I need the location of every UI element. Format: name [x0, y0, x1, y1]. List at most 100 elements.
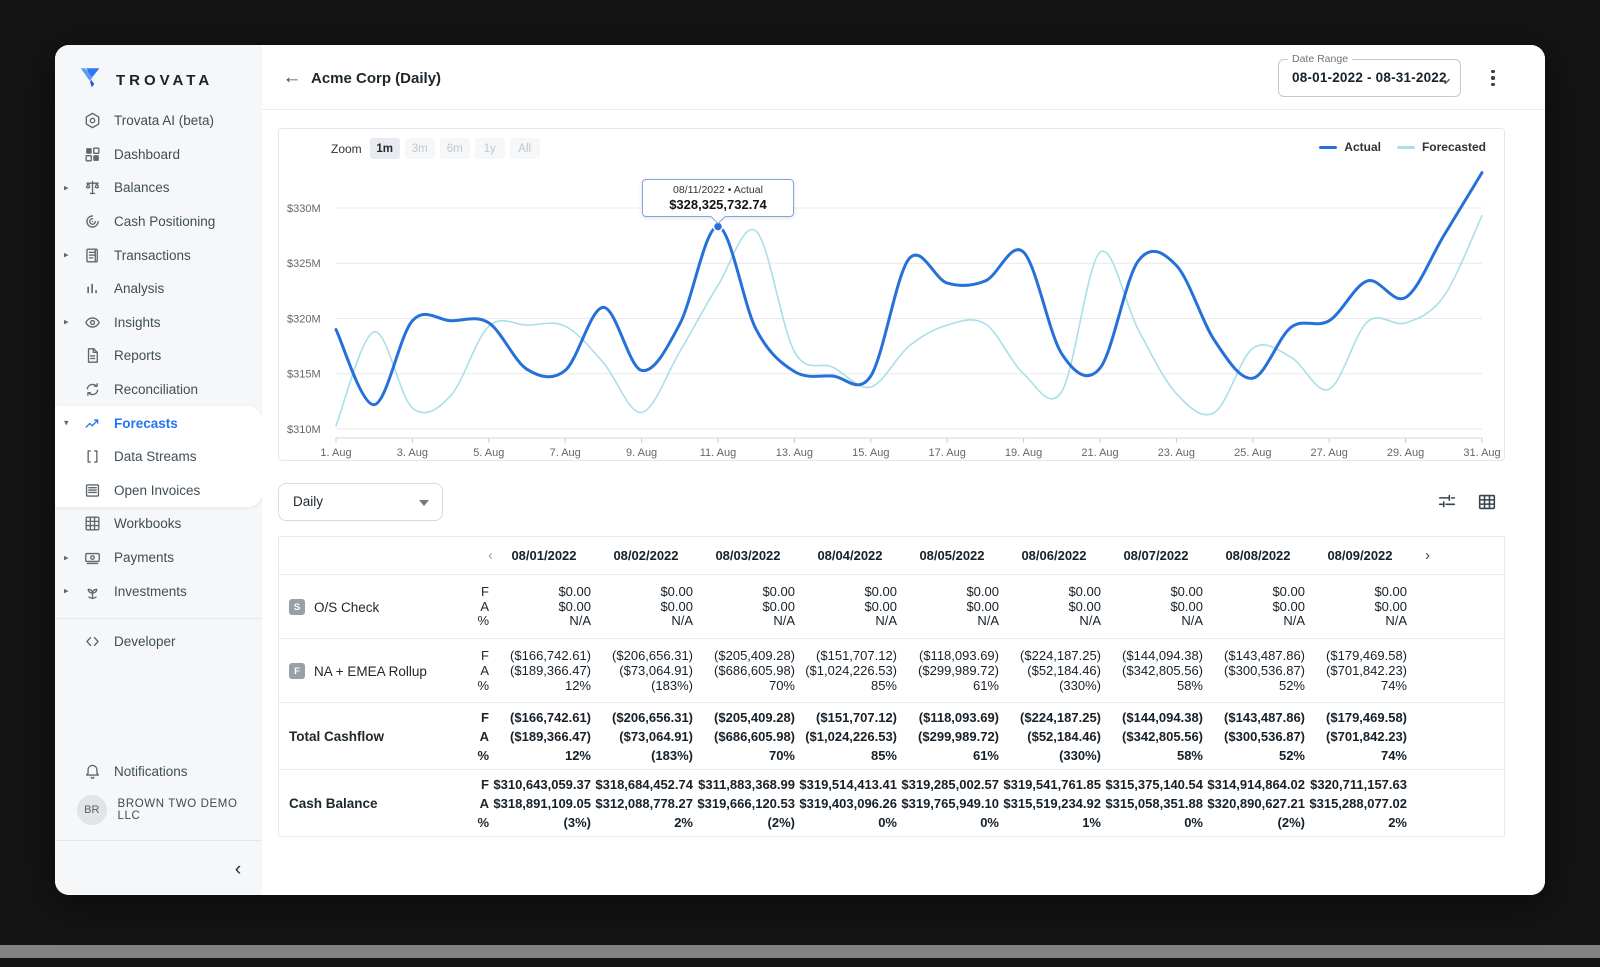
sidebar-collapse-button[interactable]: ‹ [234, 859, 242, 880]
row-group-label[interactable]: F NA + EMEA Rollup [279, 649, 461, 693]
chevron-right-icon[interactable]: ▸ [64, 182, 69, 193]
table-row-group-total-cashflow: Total Cashflow F ($166,742.61) ($206,656.31… [279, 703, 1504, 771]
x-axis-label: 5. Aug [473, 447, 504, 459]
filter-settings-icon[interactable] [1434, 489, 1460, 515]
table-cell: $319,514,413.41 [799, 777, 897, 793]
sidebar-item-label: Notifications [114, 764, 188, 780]
table-cell: ($1,024,226.53) [805, 729, 897, 745]
zoom-button-all[interactable]: All [509, 138, 540, 159]
table-cell: $310,643,059.37 [493, 777, 591, 793]
cash-positioning-icon [83, 212, 102, 231]
table-cell: N/A [1181, 613, 1203, 629]
sidebar-item-label: Dashboard [114, 146, 181, 162]
table-cell: $0.00 [660, 598, 693, 614]
row-group-label[interactable]: Cash Balance [289, 796, 378, 812]
sidebar-item-cash-positioning[interactable]: Cash Positioning [55, 205, 262, 239]
sidebar-item-trovata-ai-beta[interactable]: Trovata AI (beta) [55, 104, 262, 138]
sidebar-nav: Trovata AI (beta) Dashboard ▸ Balances Cash … [55, 104, 262, 608]
table-cell: $0.00 [1272, 598, 1305, 614]
x-axis-label: 31. Aug [1463, 447, 1500, 459]
chevron-right-icon[interactable]: ▸ [64, 249, 69, 260]
legend-item-forecasted[interactable]: Forecasted [1396, 140, 1486, 154]
trovata-ai-icon [83, 111, 102, 130]
table-scroll-prev-icon[interactable]: ‹ [488, 547, 493, 564]
sidebar-item-investments[interactable]: ▸ Investments [55, 574, 262, 608]
account-switcher[interactable]: BR BROWN TWO DEMO LLC [55, 793, 262, 827]
zoom-button-1y[interactable]: 1y [474, 138, 505, 159]
sidebar-item-transactions[interactable]: ▸ Transactions [55, 238, 262, 272]
table-cell: $319,666,120.53 [697, 796, 795, 812]
chevron-right-icon[interactable]: ▸ [64, 316, 69, 327]
zoom-button-1m[interactable]: 1m [369, 138, 400, 159]
sidebar-item-data-streams[interactable]: Data Streams [55, 440, 262, 474]
table-cell: ($166,742.61) [510, 710, 591, 726]
tooltip-value: $328,325,732.74 [669, 197, 767, 212]
table-cell: N/A [569, 613, 591, 629]
column-header-date: 08/04/2022 [817, 548, 883, 563]
table-cell: ($144,094.38) [1122, 648, 1203, 664]
x-axis-label: 13. Aug [776, 447, 813, 459]
sidebar-item-reports[interactable]: Reports [55, 339, 262, 373]
zoom-label: Zoom [331, 141, 362, 156]
x-axis-label: 17. Aug [929, 447, 966, 459]
row-key: F [481, 710, 489, 726]
sidebar-item-forecasts[interactable]: ▾ Forecasts [55, 406, 262, 440]
brand-logo[interactable]: TROVATA [77, 65, 213, 96]
table-cell: $0.00 [558, 598, 591, 614]
table-cell: $0.00 [1068, 584, 1101, 599]
x-axis-label: 7. Aug [550, 447, 581, 459]
sidebar-item-notifications[interactable]: Notifications [55, 755, 262, 789]
stream-type-badge: S [289, 599, 305, 616]
period-select[interactable]: Daily [278, 483, 443, 521]
table-cell: $312,088,778.27 [595, 796, 693, 812]
sidebar-item-balances[interactable]: ▸ Balances [55, 171, 262, 205]
chevron-right-icon[interactable]: ▸ [64, 585, 69, 596]
chevron-down-icon [419, 500, 429, 506]
tooltip-date-series: 08/11/2022 • Actual [673, 184, 763, 196]
zoom-button-6m[interactable]: 6m [439, 138, 470, 159]
table-cell: $0.00 [1272, 584, 1305, 599]
column-header-date: 08/07/2022 [1123, 548, 1189, 563]
chevron-down-icon[interactable]: ▾ [64, 417, 69, 428]
sidebar-item-reconciliation[interactable]: Reconciliation [55, 373, 262, 407]
more-options-kebab-icon[interactable] [1484, 64, 1502, 92]
date-range-picker[interactable]: Date Range 08-01-2022 - 08-31-2022 [1278, 53, 1461, 97]
table-cell: (2%) [1277, 815, 1305, 831]
row-group-label[interactable]: Total Cashflow [289, 729, 385, 745]
row-group-label[interactable]: S O/S Check [279, 585, 461, 629]
sidebar-item-dashboard[interactable]: Dashboard [55, 138, 262, 172]
sidebar-item-payments[interactable]: ▸ Payments [55, 541, 262, 575]
table-cell: (330%) [1059, 748, 1101, 764]
back-arrow-icon[interactable]: ← [282, 67, 302, 88]
table-cell: ($300,536.87) [1224, 729, 1305, 745]
table-cell: 70% [768, 748, 795, 764]
table-cell: ($151,707.12) [816, 648, 897, 664]
forecast-line-chart[interactable]: $310M $315M $320M $325M $330M 1. Aug 3. Aug 5. … [279, 161, 1506, 461]
sidebar-item-open-invoices[interactable]: Open Invoices [55, 474, 262, 508]
x-axis-label: 21. Aug [1081, 447, 1118, 459]
app-window: TROVATA Trovata AI (beta) Dashboard ▸ Balan… [55, 45, 1545, 895]
zoom-button-3m[interactable]: 3m [404, 138, 435, 159]
legend-item-actual[interactable]: Actual [1319, 140, 1381, 154]
chevron-right-icon[interactable]: ▸ [64, 552, 69, 563]
column-header-date: 08/02/2022 [613, 548, 679, 563]
table-cell: $314,914,864.02 [1207, 777, 1305, 793]
table-grid-icon[interactable] [1474, 489, 1500, 515]
table-scroll-next-icon[interactable]: › [1425, 547, 1430, 564]
table-cell: ($1,024,226.53) [805, 662, 897, 678]
table-cell: 1% [1082, 815, 1101, 831]
table-cell: ($189,366.47) [510, 729, 591, 745]
table-cell: N/A [1385, 613, 1407, 629]
table-cell: ($143,487.86) [1224, 648, 1305, 664]
sidebar-item-developer[interactable]: Developer [55, 625, 262, 659]
sidebar-item-insights[interactable]: ▸ Insights [55, 306, 262, 340]
table-cell: $320,890,627.21 [1207, 796, 1305, 812]
chart-legend: Actual Forecasted [1319, 140, 1486, 154]
sidebar-item-analysis[interactable]: Analysis [55, 272, 262, 306]
sidebar-item-label: Reconciliation [114, 382, 199, 398]
table-cell: ($73,064.91) [619, 729, 693, 745]
table-cell: 12% [564, 677, 591, 693]
table-cell: 52% [1278, 748, 1305, 764]
sidebar-item-workbooks[interactable]: Workbooks [55, 507, 262, 541]
background-window-strip [0, 945, 1600, 958]
